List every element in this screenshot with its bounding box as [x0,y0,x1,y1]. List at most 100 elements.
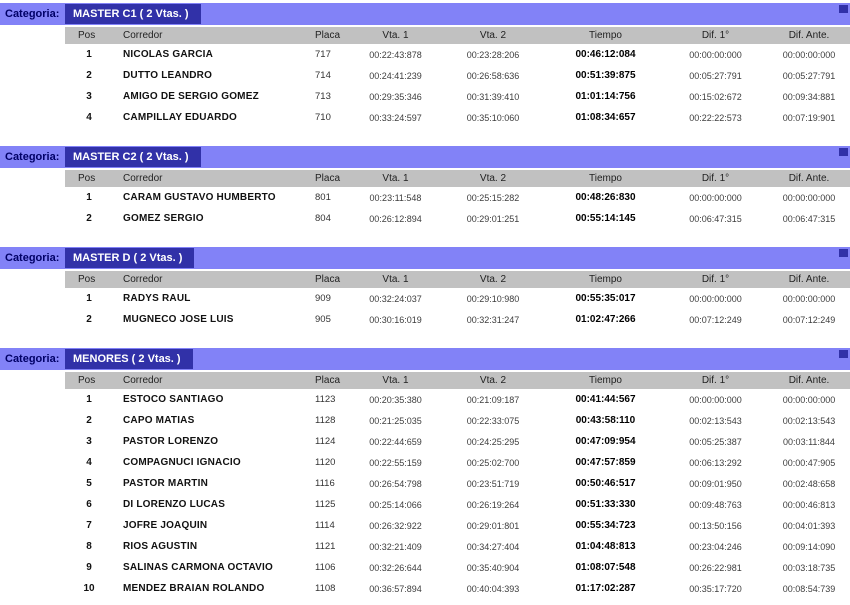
table-row: 3 AMIGO DE SERGIO GOMEZ 713 00:29:35:346 00:… [65,86,850,107]
column-header-tiempo: Tiempo [589,30,622,41]
cell-vta1: 00:32:24:037 [369,293,422,304]
column-header-dif1: Dif. 1° [701,375,730,386]
cell-dif1: 00:35:17:720 [689,583,742,594]
cell-dif1: 00:13:50:156 [689,520,742,531]
cell-vta1: 00:25:14:066 [369,499,422,510]
cell-difante: 00:07:12:249 [782,314,836,325]
cell-pos: 1 [86,192,92,203]
table-row: 8 RIOS AGUSTIN 1121 00:32:21:409 00:34:27:40… [65,536,850,557]
cell-vta2: 00:35:40:904 [466,562,520,573]
cell-corredor: ESTOCO SANTIAGO [123,394,224,405]
cell-dif1: 00:06:47:315 [689,213,742,224]
column-header-tiempo: Tiempo [589,173,622,184]
cell-vta2: 00:25:15:282 [466,192,520,203]
cell-pos: 4 [86,112,92,123]
cell-vta2: 00:25:02:700 [466,457,520,468]
cell-tiempo: 00:48:26:830 [575,192,636,203]
table-body: 1 CARAM GUSTAVO HUMBERTO 801 00:23:11:548 00… [65,187,850,229]
cell-pos: 1 [86,49,92,60]
cell-placa: 804 [315,213,331,224]
cell-placa: 717 [315,49,331,60]
cell-tiempo: 00:55:14:145 [575,213,636,224]
cell-pos: 8 [86,541,92,552]
table-row: 3 PASTOR LORENZO 1124 00:22:44:659 00:24:25:… [65,431,850,452]
cell-dif1: 00:07:12:249 [689,314,742,325]
category-title: MASTER D ( 2 Vtas. ) [65,248,195,268]
category-section: Categoria: MENORES ( 2 Vtas. ) Pos Corred… [0,348,850,599]
cell-dif1: 00:05:27:791 [689,70,742,81]
cell-vta1: 00:30:16:019 [369,314,422,325]
column-header-pos: Pos [78,274,96,285]
cell-vta2: 00:31:39:410 [466,91,520,102]
cell-vta1: 00:21:25:035 [369,415,422,426]
cell-corredor: PASTOR LORENZO [123,436,219,447]
cell-pos: 4 [86,457,92,468]
cell-difante: 00:09:34:881 [782,91,836,102]
cell-vta2: 00:35:10:060 [466,112,520,123]
column-header-vta2: Vta. 2 [479,173,507,184]
cell-difante: 00:03:18:735 [782,562,836,573]
cell-difante: 00:00:00:000 [782,49,836,60]
cell-vta2: 00:21:09:187 [466,394,520,405]
cell-placa: 1128 [315,415,336,426]
category-corner-mark [839,148,848,156]
cell-pos: 7 [86,520,92,531]
results-table: Pos Corredor Placa Vta. 1 Vta. 2 Tiempo Dif. 1… [65,372,850,599]
cell-vta1: 00:29:35:346 [369,91,422,102]
cell-placa: 713 [315,91,331,102]
table-row: 9 SALINAS CARMONA OCTAVIO 1106 00:32:26:644… [65,557,850,578]
cell-dif1: 00:15:02:672 [689,91,742,102]
cell-vta1: 00:33:24:597 [369,112,422,123]
table-row: 10 MENDEZ BRAIAN ROLANDO 1108 00:36:57:894 0… [65,578,850,599]
cell-difante: 00:07:19:901 [782,112,836,123]
cell-vta1: 00:26:12:894 [369,213,422,224]
table-body: 1 RADYS RAUL 909 00:32:24:037 00:29:10:980 00… [65,288,850,330]
cell-vta2: 00:26:58:636 [466,70,520,81]
cell-vta2: 00:23:51:719 [466,478,520,489]
cell-tiempo: 00:43:58:110 [575,415,636,426]
cell-pos: 1 [86,293,92,304]
column-header-vta2: Vta. 2 [479,30,507,41]
cell-difante: 00:08:54:739 [782,583,836,594]
category-label: Categoria: [5,252,60,264]
cell-difante: 00:06:47:315 [782,213,836,224]
cell-corredor: AMIGO DE SERGIO GOMEZ [123,91,259,102]
cell-dif1: 00:00:00:000 [689,293,742,304]
cell-difante: 00:04:01:393 [782,520,836,531]
category-label: Categoria: [5,353,60,365]
cell-pos: 3 [86,91,92,102]
cell-vta2: 00:29:01:251 [466,213,520,224]
cell-difante: 00:00:00:000 [782,394,836,405]
cell-vta2: 00:29:01:801 [466,520,520,531]
column-header-vta1: Vta. 1 [382,274,409,285]
cell-dif1: 00:00:00:000 [689,49,742,60]
category-title: MASTER C1 ( 2 Vtas. ) [65,4,201,24]
cell-difante: 00:00:46:813 [782,499,836,510]
cell-vta1: 00:32:21:409 [369,541,422,552]
cell-corredor: DI LORENZO LUCAS [123,499,226,510]
cell-vta1: 00:26:54:798 [369,478,422,489]
cell-vta1: 00:22:55:159 [369,457,422,468]
cell-vta2: 00:24:25:295 [466,436,520,447]
table-row: 1 NICOLAS GARCIA 717 00:22:43:878 00:23:28:2… [65,44,850,65]
table-row: 1 RADYS RAUL 909 00:32:24:037 00:29:10:980 00… [65,288,850,309]
column-header-placa: Placa [315,173,341,184]
column-header-tiempo: Tiempo [589,375,622,386]
cell-tiempo: 00:51:39:875 [575,70,636,81]
cell-difante: 00:02:48:658 [782,478,836,489]
column-header-placa: Placa [315,375,341,386]
column-header-pos: Pos [78,173,96,184]
column-header-vta2: Vta. 2 [479,274,507,285]
column-header-vta1: Vta. 1 [382,173,409,184]
column-header-pos: Pos [78,375,96,386]
cell-vta2: 00:26:19:264 [466,499,520,510]
cell-corredor: RIOS AGUSTIN [123,541,198,552]
cell-tiempo: 00:55:35:017 [575,293,636,304]
table-row: 2 GOMEZ SERGIO 804 00:26:12:894 00:29:01:251… [65,208,850,229]
cell-tiempo: 01:08:07:548 [575,562,636,573]
results-table: Pos Corredor Placa Vta. 1 Vta. 2 Tiempo Dif. 1… [65,27,850,128]
cell-corredor: MENDEZ BRAIAN ROLANDO [123,583,265,594]
cell-tiempo: 00:51:33:330 [575,499,636,510]
cell-vta1: 00:32:26:644 [369,562,422,573]
results-table: Pos Corredor Placa Vta. 1 Vta. 2 Tiempo Dif. 1… [65,170,850,229]
